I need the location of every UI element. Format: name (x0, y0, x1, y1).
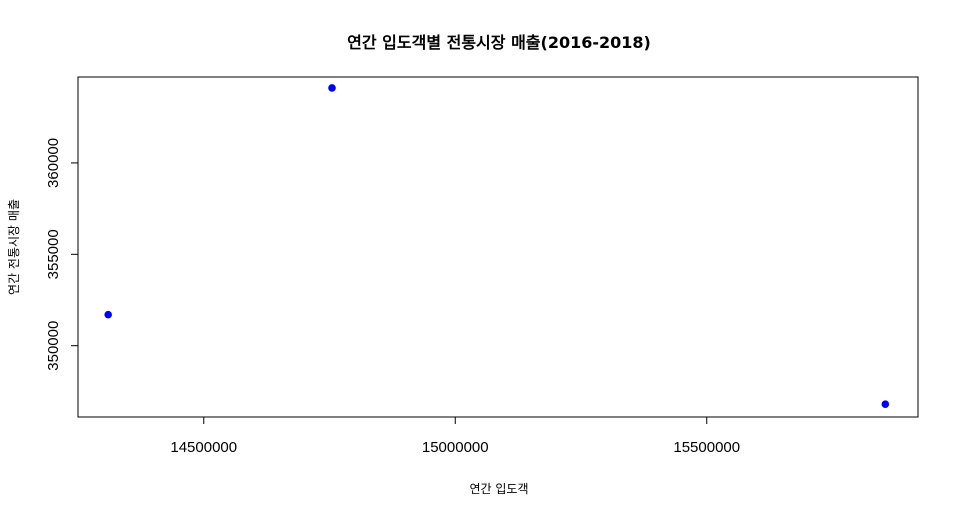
y-tick-label: 350000 (45, 321, 62, 371)
data-point (882, 401, 889, 408)
y-axis: 350000 355000 360000 (45, 138, 78, 371)
x-axis-label: 연간 입도객 (469, 482, 528, 496)
y-tick-label: 360000 (45, 138, 62, 188)
plot-frame (78, 77, 918, 417)
x-axis: 14500000 15000000 15500000 (170, 417, 740, 456)
data-point (329, 85, 336, 92)
y-tick-label: 355000 (45, 229, 62, 279)
x-tick-label: 14500000 (170, 439, 237, 456)
data-point (105, 311, 112, 318)
data-points (105, 85, 889, 408)
y-axis-label: 연간 전통시장 매출 (7, 199, 21, 295)
x-tick-label: 15000000 (422, 439, 489, 456)
chart-title: 연간 입도객별 전통시장 매출(2016-2018) (347, 33, 651, 52)
x-tick-label: 15500000 (673, 439, 740, 456)
